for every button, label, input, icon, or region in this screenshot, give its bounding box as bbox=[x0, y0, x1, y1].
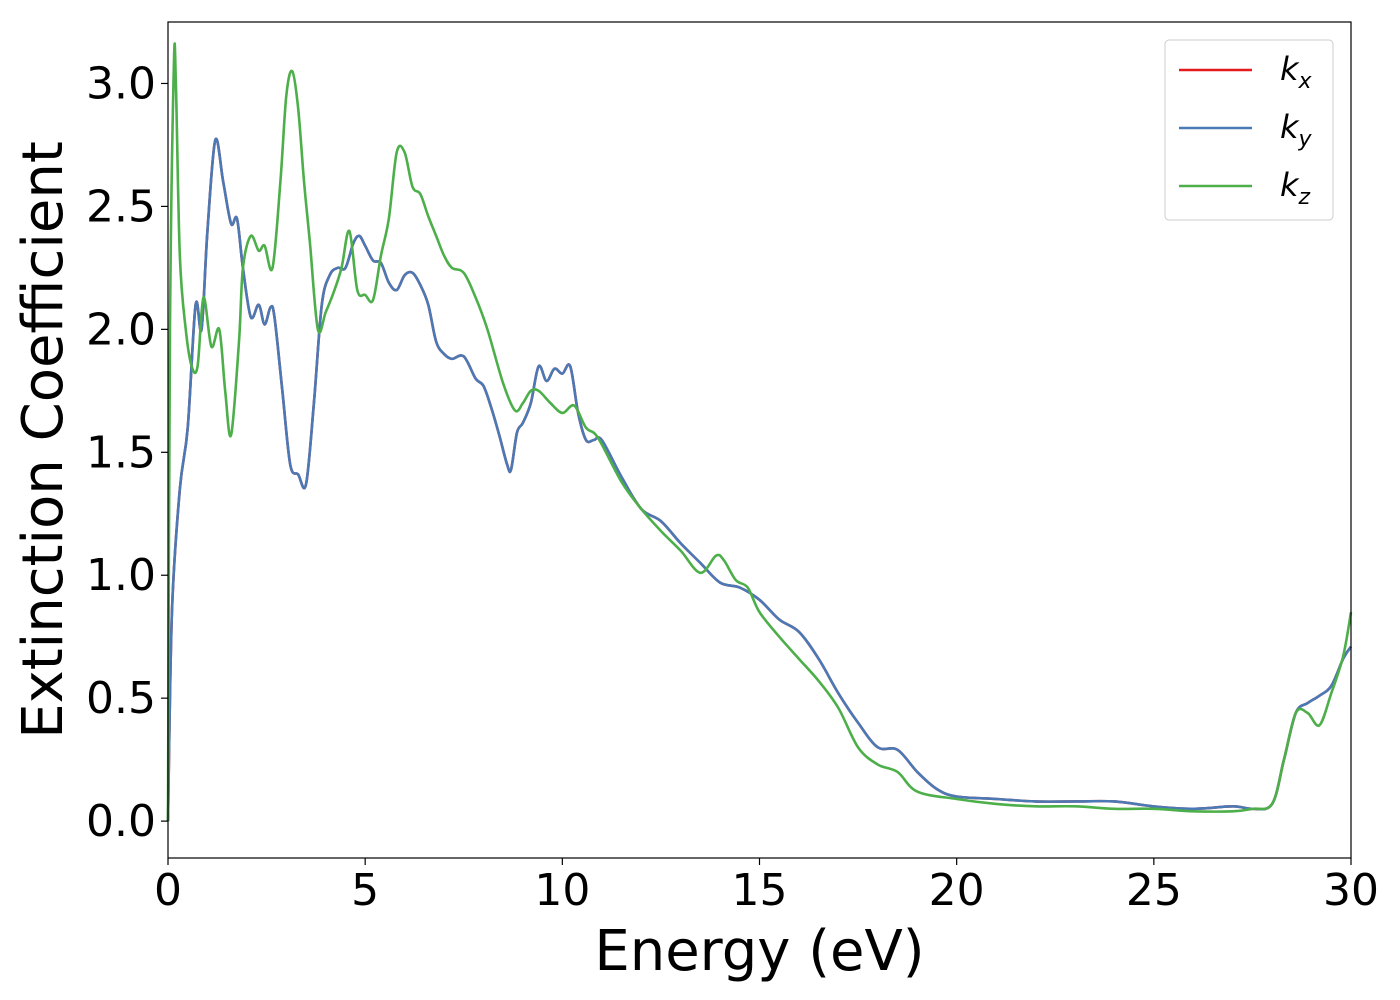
y-tick-label: 0.5 bbox=[86, 673, 156, 724]
legend-box bbox=[1164, 39, 1334, 221]
x-tick-label: 20 bbox=[929, 865, 985, 916]
legend-label-subscript: y bbox=[1298, 127, 1313, 152]
legend-label: kx bbox=[1280, 50, 1313, 94]
series-line-k-y bbox=[166, 137, 1353, 822]
series-layer bbox=[166, 42, 1353, 822]
y-tick-label: 0.0 bbox=[86, 796, 156, 847]
x-axis-title: Energy (eV) bbox=[594, 919, 924, 984]
legend-label-subscript: x bbox=[1298, 69, 1313, 94]
plot-area bbox=[168, 22, 1351, 858]
y-axis: 0.0 0.5 1.0 1.5 2.0 2.5 3.0 bbox=[86, 58, 168, 847]
legend-label: ky bbox=[1280, 108, 1313, 152]
legend-label-main: k bbox=[1280, 108, 1300, 146]
x-tick-label: 15 bbox=[732, 865, 788, 916]
x-tick-label: 10 bbox=[534, 865, 590, 916]
y-tick-label: 2.0 bbox=[86, 304, 156, 355]
y-tick-label: 1.0 bbox=[86, 550, 156, 601]
legend-label-subscript: z bbox=[1298, 185, 1311, 210]
legend-label: kz bbox=[1280, 166, 1311, 210]
legend-label-main: k bbox=[1280, 50, 1300, 88]
x-tick-label: 25 bbox=[1126, 865, 1182, 916]
y-tick-label: 1.5 bbox=[86, 427, 156, 478]
x-tick-label: 5 bbox=[351, 865, 379, 916]
y-tick-label: 2.5 bbox=[86, 181, 156, 232]
y-axis-title: Extinction Coefficient bbox=[11, 141, 76, 739]
x-tick-label: 0 bbox=[154, 865, 182, 916]
series-line-k-z bbox=[166, 42, 1353, 822]
x-tick-label: 30 bbox=[1323, 865, 1379, 916]
legend-label-main: k bbox=[1280, 166, 1300, 204]
x-axis: 0 5 10 15 20 25 30 bbox=[154, 858, 1379, 916]
y-tick-label: 3.0 bbox=[86, 58, 156, 109]
